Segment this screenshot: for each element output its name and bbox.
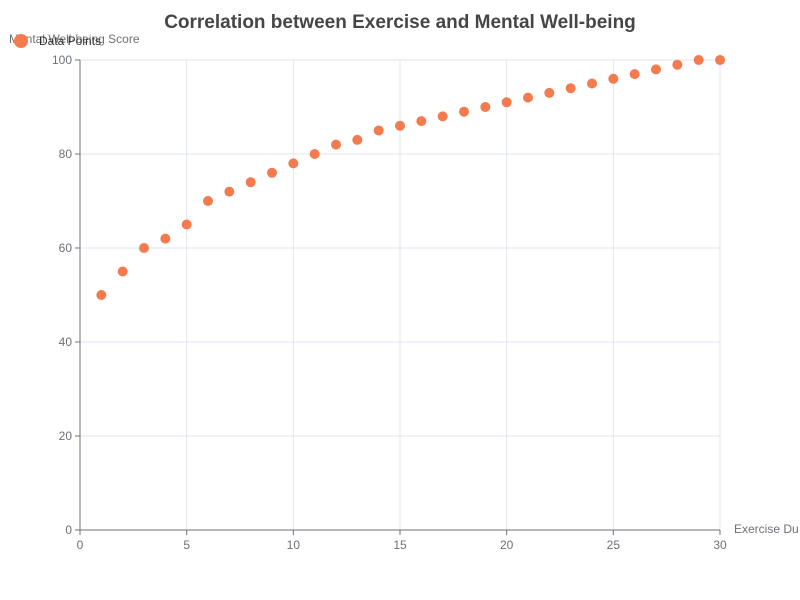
- data-point[interactable]: [96, 290, 107, 300]
- legend[interactable]: Data Points: [14, 34, 101, 48]
- data-point[interactable]: [672, 59, 683, 70]
- data-point[interactable]: [693, 55, 704, 65]
- x-tick-label: 10: [287, 538, 301, 552]
- data-point[interactable]: [245, 177, 256, 188]
- data-point[interactable]: [501, 97, 512, 108]
- data-point[interactable]: [587, 78, 597, 89]
- data-point[interactable]: [651, 64, 661, 75]
- data-point[interactable]: [224, 186, 235, 197]
- tick-labels: 0 5 10 15 20 25 30 0 20 40 60 80 100: [52, 53, 727, 552]
- x-tick-label: 30: [713, 538, 727, 552]
- data-point[interactable]: [416, 116, 427, 127]
- chart-title: Correlation between Exercise and Mental …: [164, 12, 636, 33]
- data-point[interactable]: [181, 219, 192, 230]
- data-point[interactable]: [160, 233, 171, 244]
- data-point[interactable]: [373, 125, 384, 136]
- data-point[interactable]: [331, 139, 341, 150]
- y-tick-label: 20: [59, 429, 73, 443]
- data-point[interactable]: [203, 196, 213, 206]
- data-point[interactable]: [480, 102, 491, 112]
- data-point[interactable]: [565, 83, 576, 94]
- data-point[interactable]: [715, 55, 725, 65]
- axes: [75, 59, 721, 535]
- data-point[interactable]: [117, 266, 128, 277]
- data-point[interactable]: [309, 149, 320, 159]
- data-point[interactable]: [608, 73, 619, 84]
- x-tick-label: 15: [393, 538, 407, 552]
- x-axis-label: Exercise Du: [734, 522, 799, 536]
- y-axis-label: Mental Well-being Score: [9, 32, 140, 46]
- y-tick-label: 60: [59, 241, 73, 255]
- legend-marker-data-points: [14, 34, 28, 48]
- x-tick-label: 5: [183, 538, 190, 552]
- data-point[interactable]: [544, 87, 555, 98]
- y-tick-label: 40: [59, 335, 73, 349]
- data-point[interactable]: [288, 158, 299, 169]
- y-tick-label: 80: [59, 147, 73, 161]
- data-point[interactable]: [523, 92, 533, 103]
- data-point[interactable]: [395, 120, 405, 131]
- data-point[interactable]: [267, 167, 277, 178]
- y-tick-label: 0: [65, 523, 72, 537]
- x-tick-label: 0: [77, 538, 84, 552]
- data-point[interactable]: [459, 106, 469, 117]
- legend-label-data-points: Data Points: [39, 34, 101, 48]
- data-point[interactable]: [352, 134, 363, 145]
- data-points: [96, 55, 725, 300]
- grid-lines: [80, 59, 721, 530]
- data-point[interactable]: [629, 69, 640, 80]
- x-tick-label: 20: [500, 538, 514, 552]
- data-point[interactable]: [139, 243, 149, 253]
- y-tick-label: 100: [52, 53, 72, 67]
- data-point[interactable]: [437, 111, 448, 122]
- x-tick-label: 25: [607, 538, 621, 552]
